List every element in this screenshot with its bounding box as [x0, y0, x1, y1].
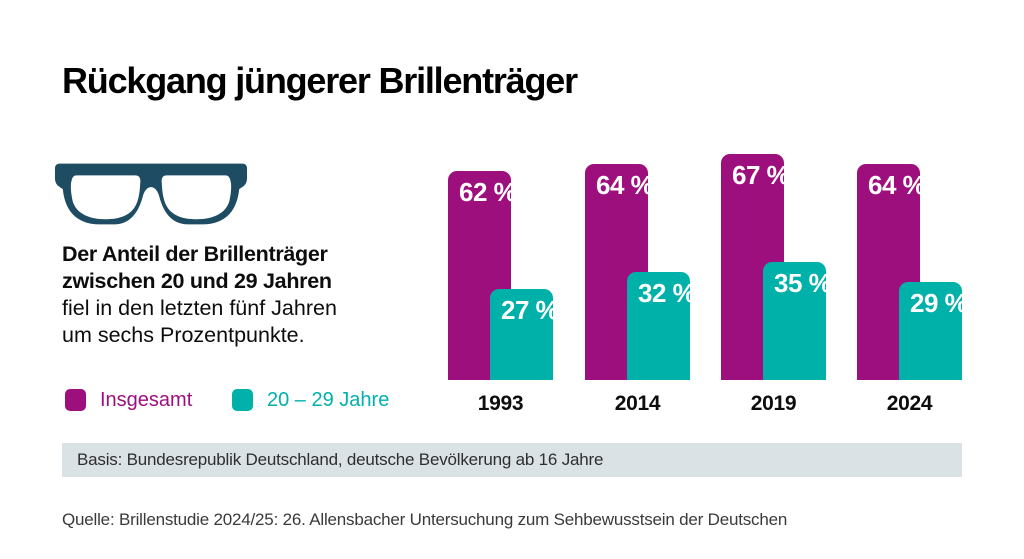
bar-20-29-jahre-2014: 32 %	[627, 272, 696, 380]
x-axis-label-1993: 1993	[477, 392, 524, 415]
page-title: Rückgang jüngerer Brillenträger	[62, 60, 578, 101]
bar-value-label: 64 %	[596, 170, 654, 200]
bar-value-label: 27 %	[501, 295, 559, 325]
description-text: Der Anteil der Brillenträger zwischen 20…	[62, 241, 337, 349]
chart-group-1993: 62 % 27 % 1993	[448, 150, 559, 415]
bar-value-label: 64 %	[868, 170, 926, 200]
bar-chart: 62 % 27 % 1993 64 % 32 % 2014 67 % 35 % 2019 64 %…	[448, 150, 988, 415]
bar-value-label: 29 %	[910, 288, 968, 318]
bar-value-label: 67 %	[732, 160, 790, 190]
x-axis-label-2019: 2019	[750, 392, 797, 415]
legend-label-20-29-jahre: 20 – 29 Jahre	[267, 388, 390, 411]
description-line-2: zwischen 20 und 29 Jahren	[62, 269, 332, 293]
legend-label-insgesamt: Insgesamt	[100, 388, 193, 411]
bar-20-29-jahre-2019: 35 %	[763, 262, 832, 380]
chart-group-2024: 64 % 29 % 2024	[857, 150, 968, 415]
basis-note-text: Basis: Bundesrepublik Deutschland, deuts…	[77, 450, 604, 469]
description-line-4: um sechs Prozentpunkte.	[62, 323, 305, 347]
glasses-icon	[54, 163, 248, 225]
legend-item-insgesamt: Insgesamt	[65, 388, 192, 412]
legend-item-20-29-jahre: 20 – 29 Jahre	[232, 388, 389, 412]
bar-value-label: 62 %	[459, 177, 517, 207]
x-axis-label-2024: 2024	[886, 392, 933, 415]
legend-swatch-20-29-jahre	[232, 389, 253, 411]
source-line: Quelle: Brillenstudie 2024/25: 26. Allen…	[62, 510, 788, 529]
description-line-1: Der Anteil der Brillenträger	[62, 242, 328, 266]
bar-value-label: 35 %	[774, 268, 832, 298]
basis-note: Basis: Bundesrepublik Deutschland, deuts…	[62, 443, 962, 477]
chart-group-2019: 67 % 35 % 2019	[721, 150, 832, 415]
bar-insgesamt-2024: 64 %	[857, 164, 926, 380]
bar-20-29-jahre-2024: 29 %	[899, 282, 968, 380]
bar-value-label: 32 %	[638, 278, 696, 308]
description-line-3: fiel in den letzten fünf Jahren	[62, 296, 337, 320]
bar-20-29-jahre-1993: 27 %	[490, 289, 559, 380]
glasses-icon-path	[54, 163, 248, 225]
legend-swatch-insgesamt	[65, 389, 86, 411]
x-axis-label-2014: 2014	[614, 392, 661, 415]
chart-group-2014: 64 % 32 % 2014	[585, 150, 696, 415]
bar-insgesamt-1993: 62 %	[448, 171, 517, 380]
